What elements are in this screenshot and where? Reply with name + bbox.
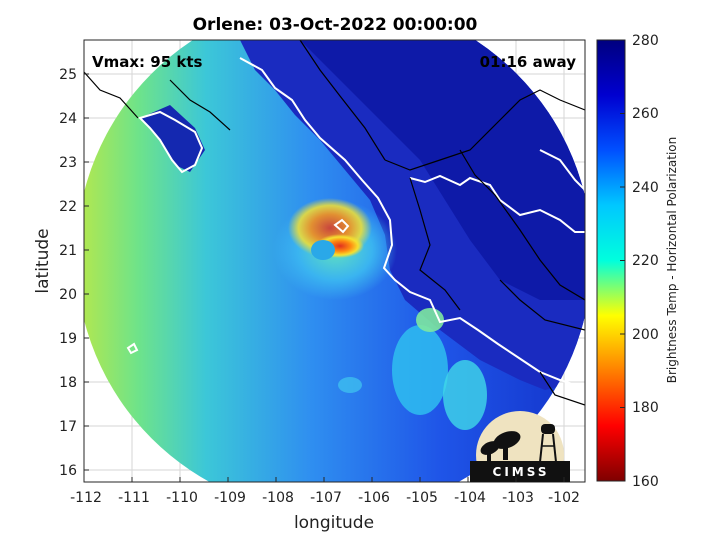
time-away-label: 01:16 away [480, 53, 577, 71]
x-tick-label: -110 [166, 490, 198, 506]
x-tick-label: -109 [214, 490, 246, 506]
x-tick-label: -106 [358, 490, 390, 506]
coastlines [126, 57, 585, 389]
x-tick-label: -104 [454, 490, 486, 506]
y-tick-label: 23 [59, 155, 77, 171]
y-axis-label: latitude [33, 228, 53, 293]
colorbar-tick-label: 160 [632, 474, 659, 490]
colorbar-tick-label: 200 [632, 327, 659, 343]
colorbar-label: Brightness Temp - Horizontal Polarizatio… [665, 137, 679, 384]
y-tick-label: 21 [59, 243, 77, 259]
x-tick-label: -111 [118, 490, 150, 506]
brightness-temperature-swath [84, 40, 585, 482]
x-tick-label: -112 [70, 490, 102, 506]
y-tick-label: 25 [59, 67, 77, 83]
land-borders [84, 40, 585, 406]
x-tick-label: -105 [406, 490, 438, 506]
colorbar: 160 180 200 220 240 260 280 Brightness T… [596, 33, 679, 490]
x-axis-label: longitude [294, 513, 374, 533]
colorbar-tick-label: 220 [632, 253, 659, 269]
plot-area: Vmax: 95 kts 01:16 away CIMSS [83, 39, 586, 483]
x-axis: -112 -111 -110 -109 -108 -107 -106 -105 … [70, 477, 580, 533]
x-tick-label: -108 [262, 490, 294, 506]
cimss-logo: CIMSS [470, 411, 570, 482]
y-tick-label: 22 [59, 199, 77, 215]
colorbar-tick-label: 240 [632, 180, 659, 196]
water-tower-icon [539, 424, 557, 463]
y-tick-label: 18 [59, 375, 77, 391]
chart-title: Orlene: 03-Oct-2022 00:00:00 [193, 15, 478, 35]
colorbar-tick-label: 180 [632, 400, 659, 416]
vmax-label: Vmax: 95 kts [92, 53, 202, 71]
y-tick-label: 24 [59, 111, 77, 127]
y-tick-label: 16 [59, 463, 77, 479]
x-tick-label: -103 [502, 490, 534, 506]
y-tick-label: 17 [59, 419, 77, 435]
colorbar-tick-label: 280 [632, 33, 659, 49]
y-tick-label: 20 [59, 287, 77, 303]
y-tick-label: 19 [59, 331, 77, 347]
satellite-dish-icon [480, 431, 521, 461]
x-tick-label: -107 [310, 490, 342, 506]
y-axis: 16 17 18 19 20 21 22 23 24 25 latitude [33, 67, 89, 479]
x-tick-label: -102 [548, 490, 580, 506]
logo-text: CIMSS [493, 465, 550, 479]
plot-frame [83, 39, 586, 483]
colorbar-tick-label: 260 [632, 106, 659, 122]
